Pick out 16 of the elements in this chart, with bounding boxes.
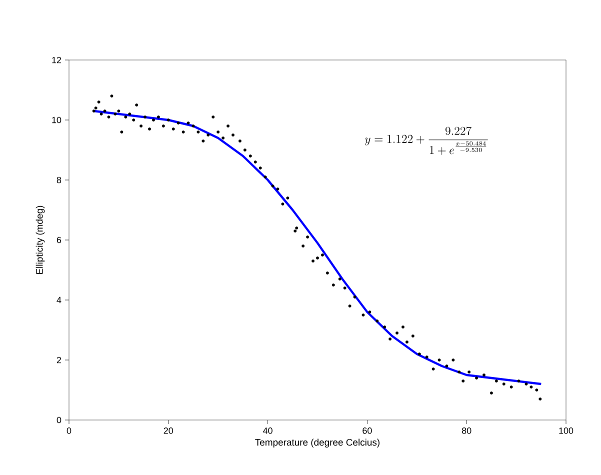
x-tick-label: 60 (362, 428, 372, 434)
x-tick-label: 40 (263, 428, 272, 434)
y-axis-title: Ellipticity (mdeg) (36, 206, 45, 274)
y-tick-label: 4 (56, 296, 62, 304)
y-tick-label: 6 (56, 236, 62, 244)
x-tick-label: 20 (164, 428, 174, 434)
y-tick-label: 8 (56, 176, 62, 184)
x-axis-title: Temperature (degree Celcius) (255, 438, 380, 448)
y-tick-label: 12 (52, 56, 62, 64)
x-tick-label: 0 (66, 428, 72, 434)
y-tick-label: 10 (52, 116, 62, 124)
x-tick-label: 100 (559, 428, 574, 434)
y-tick-label: 0 (56, 416, 62, 424)
y-tick-label: 2 (56, 356, 62, 364)
x-tick-label: 80 (462, 428, 472, 434)
annotation: $y=1.122+ \dfrac{9.227}{1+e^{\frac{x-50.484}{-9.530}}}$ (364, 126, 488, 155)
